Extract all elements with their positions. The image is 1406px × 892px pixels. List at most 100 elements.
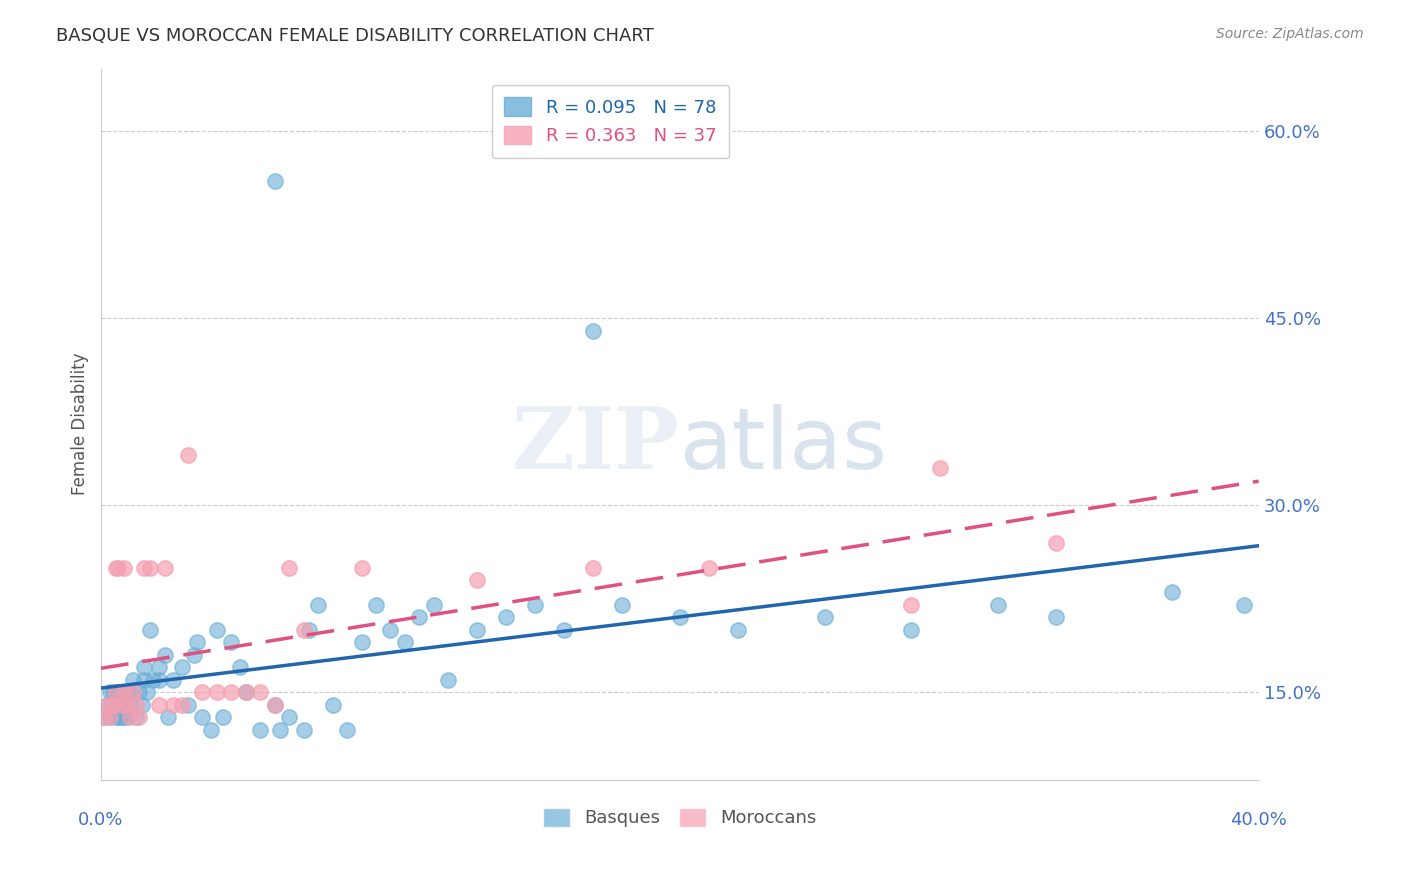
Point [582,560,605,574]
Legend: Basques, Moroccans: Basques, Moroccans [536,801,824,835]
Point [128,710,150,724]
Point [112,710,135,724]
Point [380,623,402,637]
Point [263,698,285,712]
Point [98,710,121,724]
Point [148,660,170,674]
Point [495,610,517,624]
Point [153,648,176,662]
Point [1160,585,1182,599]
Point [929,460,952,475]
Point [177,448,200,462]
Point [249,723,271,737]
Point [423,598,446,612]
Point [186,635,208,649]
Y-axis label: Female Disability: Female Disability [72,353,89,495]
Point [219,685,242,699]
Point [162,673,184,687]
Point [1045,535,1067,549]
Point [191,685,214,699]
Point [110,685,132,699]
Point [172,660,194,674]
Point [107,710,129,724]
Point [813,610,835,624]
Point [298,623,321,637]
Point [219,635,242,649]
Point [235,685,257,699]
Point [153,560,176,574]
Point [900,623,922,637]
Point [118,685,141,699]
Point [98,685,121,699]
Point [142,673,165,687]
Point [553,623,575,637]
Point [134,673,156,687]
Point [263,174,285,188]
Point [350,560,373,574]
Point [101,698,124,712]
Point [128,685,150,699]
Point [249,685,271,699]
Point [110,698,132,712]
Point [148,698,170,712]
Point [235,685,257,699]
Point [118,698,141,712]
Point [104,685,127,699]
Point [115,710,138,724]
Point [101,685,124,699]
Point [96,698,118,712]
Point [122,673,145,687]
Point [307,598,329,612]
Point [101,698,124,712]
Point [107,685,129,699]
Point [205,685,228,699]
Point [125,698,148,712]
Point [112,685,135,699]
Point [148,673,170,687]
Point [524,598,547,612]
Point [900,598,922,612]
Point [322,698,344,712]
Point [205,623,228,637]
Point [1045,610,1067,624]
Point [350,635,373,649]
Point [93,710,115,724]
Point [162,698,184,712]
Point [727,623,749,637]
Point [987,598,1010,612]
Text: 0.0%: 0.0% [79,811,124,829]
Point [134,560,156,574]
Point [131,698,153,712]
Point [229,660,252,674]
Point [110,710,132,724]
Point [104,698,127,712]
Point [364,598,387,612]
Text: 40.0%: 40.0% [1230,811,1286,829]
Point [582,324,605,338]
Point [96,698,118,712]
Point [465,623,488,637]
Point [122,685,145,699]
Point [104,560,127,574]
Point [112,560,135,574]
Point [278,710,301,724]
Point [134,660,156,674]
Point [200,723,222,737]
Point [115,698,138,712]
Point [139,623,162,637]
Point [292,623,315,637]
Point [136,685,159,699]
Point [156,710,179,724]
Text: ZIP: ZIP [512,403,681,487]
Point [118,710,141,724]
Text: BASQUE VS MOROCCAN FEMALE DISABILITY CORRELATION CHART: BASQUE VS MOROCCAN FEMALE DISABILITY COR… [56,27,654,45]
Point [98,710,121,724]
Point [465,573,488,587]
Point [263,698,285,712]
Point [115,685,138,699]
Point [112,685,135,699]
Point [408,610,430,624]
Point [107,698,129,712]
Point [112,698,135,712]
Point [669,610,692,624]
